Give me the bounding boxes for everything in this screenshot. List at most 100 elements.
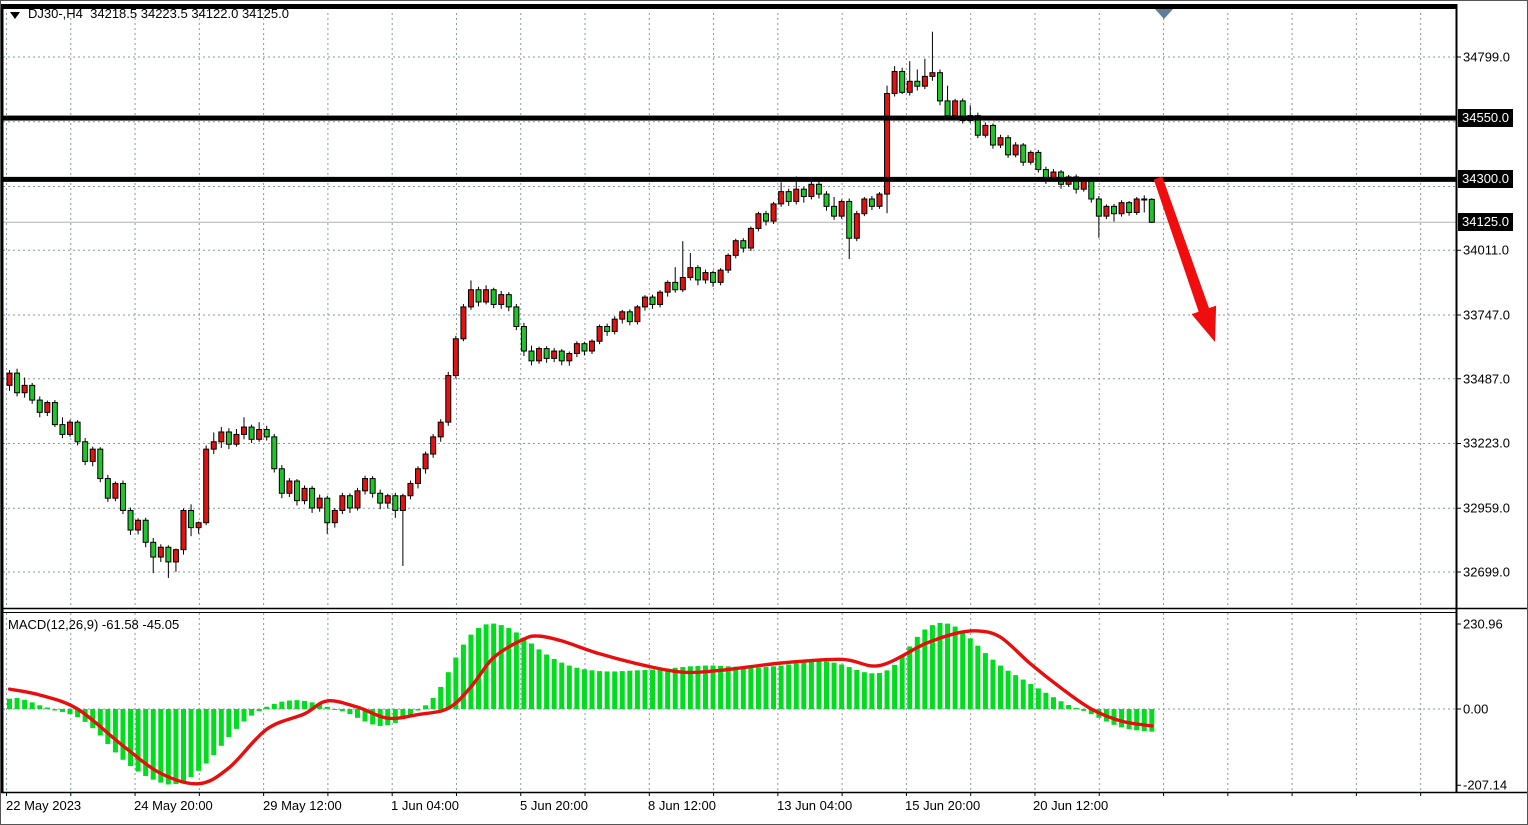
candle-body xyxy=(929,72,936,77)
candle-body xyxy=(581,343,588,352)
price-level-badge: 34125.0 xyxy=(1458,213,1513,232)
candle-body xyxy=(520,326,527,352)
macd-bar xyxy=(438,686,444,709)
macd-bar xyxy=(536,649,542,709)
candle-body xyxy=(914,80,921,87)
macd-bar xyxy=(771,666,777,709)
candle-body xyxy=(815,183,822,195)
macd-bar xyxy=(1111,709,1117,725)
candle-body xyxy=(309,487,316,509)
macd-bar xyxy=(445,672,451,709)
macd-bar xyxy=(1066,704,1072,709)
candle-body xyxy=(853,213,860,239)
candle-body xyxy=(997,137,1004,146)
candle-body xyxy=(543,348,550,359)
macd-bar xyxy=(922,629,928,709)
macd-bar xyxy=(839,664,845,709)
macd-bar xyxy=(990,659,996,709)
candle-body xyxy=(195,522,202,529)
candle-body xyxy=(369,478,376,494)
time-axis-label: 8 Jun 12:00 xyxy=(648,798,716,813)
candle-body xyxy=(135,519,142,531)
candle-body xyxy=(263,429,270,438)
macd-bar xyxy=(370,709,376,725)
candle-body xyxy=(755,213,762,229)
macd-bar xyxy=(332,709,338,710)
support-line[interactable] xyxy=(1,176,1457,182)
candle-body xyxy=(982,124,989,136)
macd-bar xyxy=(869,673,875,709)
candle-body xyxy=(725,254,732,271)
candle-body xyxy=(1148,198,1155,223)
candle-body xyxy=(293,480,300,502)
macd-bar xyxy=(581,669,587,709)
candle-body xyxy=(377,492,384,504)
macd-bar xyxy=(302,700,308,709)
candle-body xyxy=(619,311,626,320)
macd-bar xyxy=(415,709,421,711)
macd-bar xyxy=(460,644,466,709)
candle-body xyxy=(14,372,21,394)
macd-signal-line xyxy=(7,629,1154,786)
macd-bar xyxy=(778,665,784,709)
candle-body xyxy=(710,272,717,283)
macd-bar xyxy=(597,671,603,709)
macd-axis-label: 230.96 xyxy=(1463,616,1503,632)
resistance-line[interactable] xyxy=(1,115,1457,121)
candle-body xyxy=(800,188,807,198)
candle-body xyxy=(498,294,505,305)
candle-body xyxy=(346,495,353,509)
macd-bar xyxy=(317,704,323,709)
macd-bar xyxy=(657,669,663,709)
candle-body xyxy=(331,509,338,524)
macd-bar xyxy=(29,702,35,709)
candle-body xyxy=(248,426,255,440)
candle-body xyxy=(944,100,951,117)
candle-body xyxy=(180,509,187,551)
candle-body xyxy=(241,426,248,435)
macd-bar xyxy=(566,665,572,709)
macd-bar xyxy=(211,709,217,756)
macd-bar xyxy=(718,665,724,709)
macd-bar xyxy=(400,709,406,720)
candle-body xyxy=(1012,144,1019,156)
time-axis-label: 1 Jun 04:00 xyxy=(391,798,459,813)
macd-bar xyxy=(173,709,179,785)
macd-bar xyxy=(650,669,656,709)
macd-bar xyxy=(37,705,43,709)
candle-body xyxy=(157,546,164,558)
price-axis-label: 32699.0 xyxy=(1463,564,1510,580)
time-axis-label: 29 May 12:00 xyxy=(263,798,342,813)
macd-bar xyxy=(226,709,232,737)
candle-body xyxy=(641,296,648,308)
candle-body xyxy=(687,267,694,278)
candle-body xyxy=(679,276,686,291)
macd-bar xyxy=(120,709,126,760)
candle-body xyxy=(551,350,558,359)
candle-body xyxy=(127,509,134,531)
macd-bar xyxy=(528,643,534,709)
macd-bar xyxy=(884,670,890,709)
candle-body xyxy=(694,267,701,281)
macd-bar xyxy=(929,625,935,709)
macd-bar xyxy=(952,626,958,709)
candle-body xyxy=(21,384,28,394)
macd-bar xyxy=(612,671,618,709)
macd-bar xyxy=(249,709,255,716)
candle-body xyxy=(82,441,89,462)
candle-body xyxy=(278,468,285,494)
candle-body xyxy=(104,478,111,499)
macd-bar xyxy=(672,667,678,709)
trend-arrow[interactable] xyxy=(1153,176,1217,342)
time-axis-label: 13 Jun 04:00 xyxy=(777,798,853,813)
macd-bar xyxy=(453,657,459,709)
chart-shift-marker[interactable] xyxy=(1155,9,1173,19)
macd-bar xyxy=(1035,688,1041,709)
candle-body xyxy=(838,200,845,217)
candle-body xyxy=(475,289,482,303)
macd-bar xyxy=(899,656,905,709)
candle-body xyxy=(657,291,664,305)
candle-body xyxy=(203,448,210,524)
